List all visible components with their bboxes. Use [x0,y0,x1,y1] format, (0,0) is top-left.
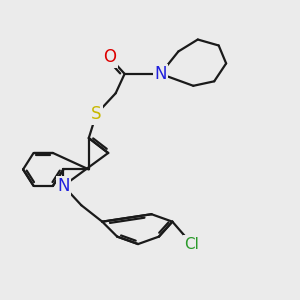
Text: N: N [57,177,70,195]
Text: O: O [103,48,116,66]
Text: N: N [154,65,167,83]
Text: S: S [91,105,101,123]
Text: Cl: Cl [184,237,199,252]
